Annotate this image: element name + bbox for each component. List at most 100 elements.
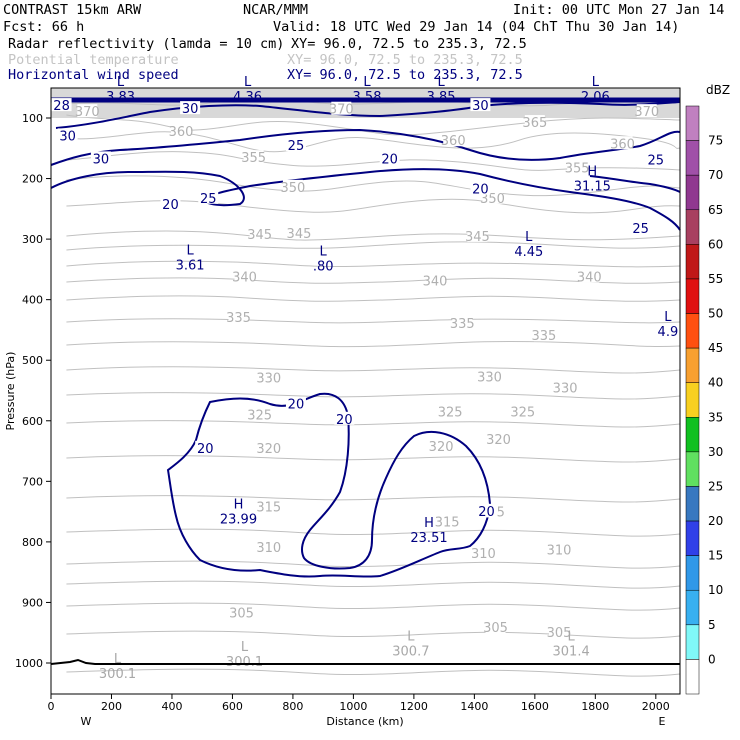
label-mask — [452, 316, 473, 330]
label-mask — [249, 407, 270, 421]
contour-label: 345 — [465, 230, 490, 245]
label-mask — [524, 115, 545, 129]
contour-label: 310 — [256, 541, 281, 556]
y-axis: 100 200 300 400 500 600 700 800 900 1000 — [15, 112, 51, 670]
x-tick-label: 200 — [101, 700, 122, 713]
contour-label: 330 — [256, 372, 281, 387]
label-mask — [470, 98, 491, 112]
extreme-marker-l: L — [117, 75, 125, 90]
label-mask — [488, 431, 509, 445]
label-mask — [258, 370, 279, 384]
theta-line — [66, 455, 680, 463]
label-mask — [331, 101, 352, 115]
contour-label: 30 — [59, 129, 76, 144]
label-mask — [90, 151, 111, 165]
x-tick-label: 0 — [48, 700, 55, 713]
west-label: W — [81, 715, 92, 728]
y-tick-label: 700 — [22, 475, 43, 488]
label-mask — [243, 150, 264, 164]
contour-label: 20 — [288, 398, 305, 413]
contour-label: 370 — [75, 105, 100, 120]
field-reflectivity-xy: XY= 96.0, 72.5 to 235.3, 72.5 — [291, 36, 527, 52]
extreme-marker-h: H — [587, 165, 597, 180]
y-tick-label: 100 — [22, 112, 43, 125]
colorbar-swatch — [685, 520, 700, 556]
x-tick-label: 400 — [161, 700, 182, 713]
label-mask — [431, 439, 452, 453]
wind-label-layer: 28 30 30 30 30 25 20 20 25 20 25 25 20 20 20 20 — [51, 98, 666, 520]
label-mask — [579, 269, 600, 283]
contour-label: 370 — [329, 103, 354, 118]
field-wind: Horizontal wind speed — [8, 67, 179, 83]
jet-20-contour — [50, 168, 681, 231]
x-tick-label: 2000 — [642, 700, 670, 713]
contour-label: 305 — [229, 607, 254, 622]
contour-label: 25 — [200, 192, 217, 207]
colorbar-label: 50 — [708, 307, 723, 321]
colorbar-label: 10 — [708, 583, 723, 597]
theta-line — [66, 630, 680, 639]
contour-label: 25 — [288, 139, 305, 154]
extreme-value: 23.51 — [410, 531, 447, 546]
label-mask — [630, 221, 651, 235]
extreme-value: 4.45 — [514, 245, 543, 260]
contour-label: 310 — [471, 547, 496, 562]
extreme-marker-l: L — [244, 75, 252, 90]
label-mask — [51, 98, 72, 112]
contour-label: 330 — [553, 381, 578, 396]
extreme-marker-l: L — [437, 75, 445, 90]
theta-line — [66, 366, 680, 374]
colorbar-swatch — [685, 417, 700, 453]
contour-label: 360 — [610, 137, 635, 152]
theta-line — [66, 230, 680, 241]
y-tick-label: 600 — [22, 415, 43, 428]
theta-line — [66, 580, 680, 589]
theta-line — [66, 151, 680, 171]
colorbar-swatch — [685, 451, 700, 487]
contour-label: 20 — [381, 152, 398, 167]
extreme-marker-l: L — [664, 310, 672, 325]
extreme-marker-h: H — [424, 516, 434, 531]
contour-label: 28 — [53, 99, 70, 114]
y-tick-label: 800 — [22, 536, 43, 549]
contour-label: 20 — [472, 183, 489, 198]
label-mask — [77, 104, 98, 118]
label-mask — [555, 380, 576, 394]
contour-label: 345 — [247, 228, 272, 243]
east-label: E — [659, 715, 666, 728]
colorbar-swatch — [685, 244, 700, 280]
contour-label: 340 — [423, 275, 448, 290]
label-mask — [479, 369, 500, 383]
contour-label: 20 — [197, 442, 214, 457]
extreme-value: 23.99 — [220, 513, 257, 528]
field-wind-xy: XY= 96.0, 72.5 to 235.3, 72.5 — [287, 67, 523, 83]
y-tick-label: 1000 — [15, 657, 43, 670]
colorbar-label: 20 — [708, 514, 723, 528]
theta-line — [66, 175, 680, 197]
label-mask — [485, 620, 506, 634]
forecast-hour: Fcst: 66 h — [3, 19, 84, 35]
contour-label: 370 — [634, 105, 659, 120]
theta-line — [66, 114, 680, 136]
theta-line — [66, 260, 680, 268]
colorbar-swatch — [685, 209, 700, 245]
contour-label: 325 — [510, 406, 535, 421]
colorbar-swatch — [685, 659, 700, 695]
contour-label: 320 — [486, 433, 511, 448]
jet-25-lower-contour — [589, 175, 681, 193]
label-mask — [443, 133, 464, 147]
extreme-marker-l: L — [592, 75, 600, 90]
x-tick-label: 800 — [282, 700, 303, 713]
label-mask — [285, 396, 306, 410]
label-mask — [512, 404, 533, 418]
surface-line — [50, 658, 680, 665]
colorbar-swatch — [685, 278, 700, 314]
colorbar-swatch — [685, 174, 700, 211]
label-mask — [160, 196, 181, 210]
init-time: Init: 00 UTC Mon 27 Jan 14 — [513, 2, 724, 18]
contour-label: 310 — [547, 544, 572, 559]
extreme-marker-l: L — [525, 230, 533, 245]
label-mask — [198, 190, 219, 204]
